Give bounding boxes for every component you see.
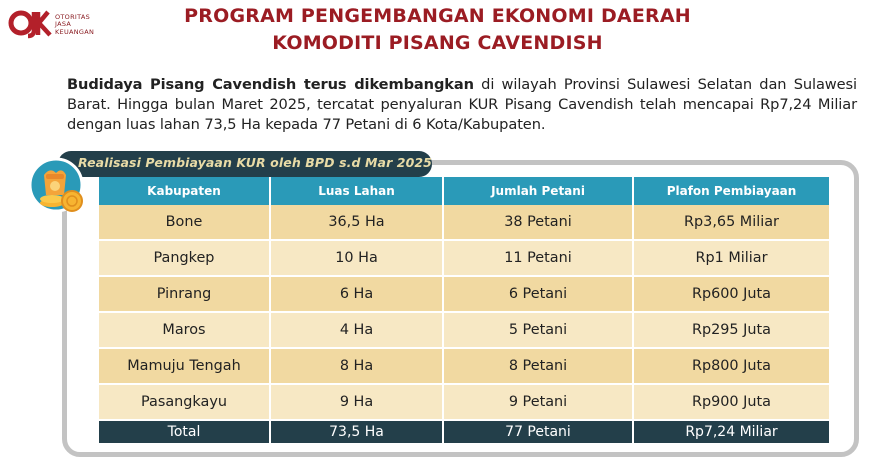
table-banner-title: Realisasi Pembiayaan KUR oleh BPD s.d Ma…: [78, 155, 432, 170]
cell-plafon: Rp295 Juta: [633, 312, 831, 349]
cell-jumlah-petani: 6 Petani: [443, 276, 634, 313]
cell-jumlah-petani: 11 Petani: [443, 240, 634, 277]
intro-text: di wilayah Provinsi Sulawesi Selatan dan…: [67, 76, 857, 133]
total-jumlah-petani: 77 Petani: [443, 420, 634, 443]
header-plafon-pembiayaan: Plafon Pembiayaan: [633, 177, 831, 205]
cell-jumlah-petani: 5 Petani: [443, 312, 634, 349]
cell-luas-lahan: 4 Ha: [270, 312, 444, 349]
table-row: Pinrang 6 Ha 6 Petani Rp600 Juta: [99, 276, 831, 313]
page-title: PROGRAM PENGEMBANGAN EKONOMI DAERAH: [184, 5, 691, 27]
table-header-row: Kabupaten Luas Lahan Jumlah Petani Plafo…: [99, 177, 831, 205]
ojk-logo-text: OTORITAS JASA KEUANGAN: [55, 13, 95, 36]
kur-realization-table: Kabupaten Luas Lahan Jumlah Petani Plafo…: [99, 177, 831, 443]
header-luas-lahan: Luas Lahan: [270, 177, 444, 205]
cell-luas-lahan: 8 Ha: [270, 348, 444, 385]
cell-plafon: Rp800 Juta: [633, 348, 831, 385]
cell-luas-lahan: 36,5 Ha: [270, 205, 444, 241]
cell-luas-lahan: 6 Ha: [270, 276, 444, 313]
cell-kabupaten: Pangkep: [99, 240, 271, 277]
header-jumlah-petani: Jumlah Petani: [443, 177, 634, 205]
table-total-row: Total 73,5 Ha 77 Petani Rp7,24 Miliar: [99, 420, 831, 443]
cell-kabupaten: Bone: [99, 205, 271, 241]
cell-plafon: Rp1 Miliar: [633, 240, 831, 277]
ojk-logo-icon: [8, 10, 52, 39]
cell-plafon: Rp3,65 Miliar: [633, 205, 831, 241]
intro-paragraph: Budidaya Pisang Cavendish terus dikemban…: [67, 75, 857, 135]
intro-bold-text: Budidaya Pisang Cavendish terus dikemban…: [67, 76, 474, 93]
cell-plafon: Rp600 Juta: [633, 276, 831, 313]
cell-jumlah-petani: 8 Petani: [443, 348, 634, 385]
ojk-logo: OTORITAS JASA KEUANGAN: [8, 6, 128, 42]
table-row: Maros 4 Ha 5 Petani Rp295 Juta: [99, 312, 831, 349]
total-plafon: Rp7,24 Miliar: [633, 420, 831, 443]
total-luas-lahan: 73,5 Ha: [270, 420, 444, 443]
table-row: Mamuju Tengah 8 Ha 8 Petani Rp800 Juta: [99, 348, 831, 385]
cell-kabupaten: Mamuju Tengah: [99, 348, 271, 385]
header-kabupaten: Kabupaten: [99, 177, 271, 205]
page-subtitle: KOMODITI PISANG CAVENDISH: [272, 32, 603, 54]
cell-luas-lahan: 10 Ha: [270, 240, 444, 277]
cell-plafon: Rp900 Juta: [633, 384, 831, 421]
cell-kabupaten: Maros: [99, 312, 271, 349]
cell-luas-lahan: 9 Ha: [270, 384, 444, 421]
cell-jumlah-petani: 9 Petani: [443, 384, 634, 421]
total-label: Total: [99, 420, 271, 443]
table-row: Pangkep 10 Ha 11 Petani Rp1 Miliar: [99, 240, 831, 277]
cell-jumlah-petani: 38 Petani: [443, 205, 634, 241]
cell-kabupaten: Pasangkayu: [99, 384, 271, 421]
money-bag-coins-icon: [30, 157, 84, 213]
cell-kabupaten: Pinrang: [99, 276, 271, 313]
table-row: Bone 36,5 Ha 38 Petani Rp3,65 Miliar: [99, 205, 831, 241]
table-banner: [58, 151, 432, 177]
table-row: Pasangkayu 9 Ha 9 Petani Rp900 Juta: [99, 384, 831, 421]
